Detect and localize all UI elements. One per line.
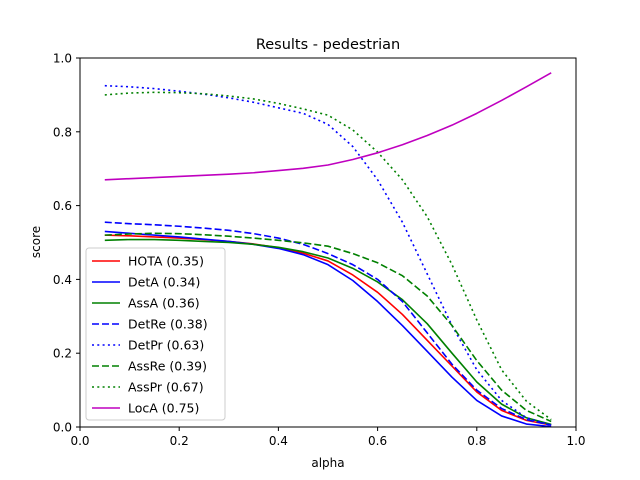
x-tick-label: 0.6 <box>368 434 387 448</box>
series-line-6 <box>104 232 552 423</box>
series-line-1 <box>104 234 552 426</box>
legend-label: AssPr (0.67) <box>128 380 204 395</box>
legend-label: AssRe (0.39) <box>128 359 207 374</box>
legend-label: LocA (0.75) <box>128 401 199 416</box>
plot-area: 0.0 0.2 0.4 0.6 0.8 1.0 0.0 0.2 0.4 0.6 0.8 1.0 <box>53 52 586 449</box>
series-line-2 <box>104 230 552 428</box>
y-tick-label: 0.0 <box>53 421 72 435</box>
x-axis-label: alpha <box>311 456 344 470</box>
y-tick-label: 0.4 <box>53 273 72 287</box>
legend-label: DetA (0.34) <box>128 275 200 290</box>
x-tick-label: 0.4 <box>269 434 288 448</box>
series-line-8 <box>104 72 552 181</box>
legend: HOTA (0.35) DetA (0.34) AssA (0.36) DetRe (… <box>85 247 226 421</box>
series-line-7 <box>104 91 552 421</box>
legend-box <box>85 247 226 421</box>
legend-label: DetRe (0.38) <box>128 317 208 332</box>
y-tick-label: 0.8 <box>53 125 72 139</box>
y-tick-label: 0.6 <box>53 199 72 213</box>
x-tick-label: 0.2 <box>170 434 189 448</box>
y-tick-label: 1.0 <box>53 52 72 66</box>
x-tick-label: 0.0 <box>70 434 89 448</box>
x-tick-label: 0.8 <box>467 434 486 448</box>
axes-frame <box>79 57 577 428</box>
legend-label: HOTA (0.35) <box>128 254 204 269</box>
series-line-3 <box>104 238 552 426</box>
chart-title: Results - pedestrian <box>256 37 400 53</box>
legend-label: DetPr (0.63) <box>128 338 204 353</box>
x-tick-label: 1.0 <box>566 434 585 448</box>
y-tick-label: 0.2 <box>53 347 72 361</box>
y-axis-label: score <box>29 226 43 258</box>
series-line-5 <box>104 84 552 426</box>
legend-label: AssA (0.36) <box>128 296 200 311</box>
series-line-4 <box>104 221 552 426</box>
